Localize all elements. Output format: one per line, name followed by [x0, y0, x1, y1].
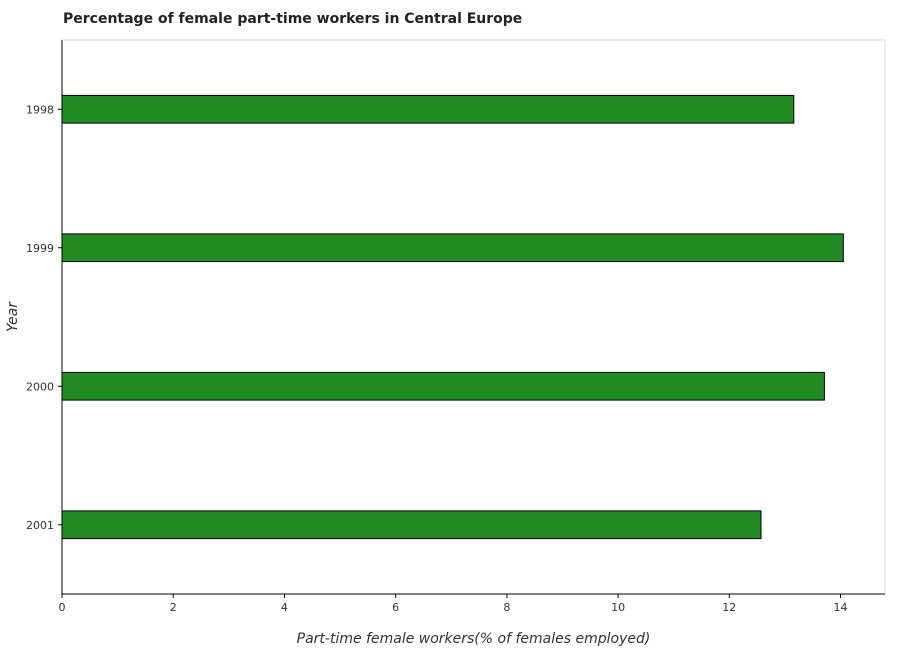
y-tick-label: 2000 [26, 380, 54, 393]
x-tick-label: 14 [834, 601, 848, 614]
x-tick-label: 6 [392, 601, 399, 614]
y-tick-label: 2001 [26, 519, 54, 532]
x-tick-label: 10 [611, 601, 625, 614]
bar-1999 [61, 233, 844, 263]
x-tick-label: 8 [503, 601, 510, 614]
x-tick-label: 4 [281, 601, 288, 614]
x-tick-label: 2 [170, 601, 177, 614]
x-ticks-group: 0 2 4 6 8 10 12 14 [59, 594, 848, 614]
x-tick-label: 0 [59, 601, 66, 614]
x-axis-label: Part-time female workers(% of females em… [297, 631, 651, 647]
bar-2001 [61, 510, 762, 540]
bars-group [61, 94, 844, 540]
y-ticks-group: 1998 1999 2000 2001 [26, 103, 62, 532]
y-tick-label: 1998 [26, 103, 54, 116]
y-tick-label: 1999 [26, 242, 54, 255]
y-axis-label: Year [5, 301, 21, 332]
x-tick-label: 12 [722, 601, 736, 614]
bar-1998 [61, 94, 795, 124]
chart-title: Percentage of female part-time workers i… [63, 11, 522, 27]
bar-2000 [61, 371, 825, 401]
